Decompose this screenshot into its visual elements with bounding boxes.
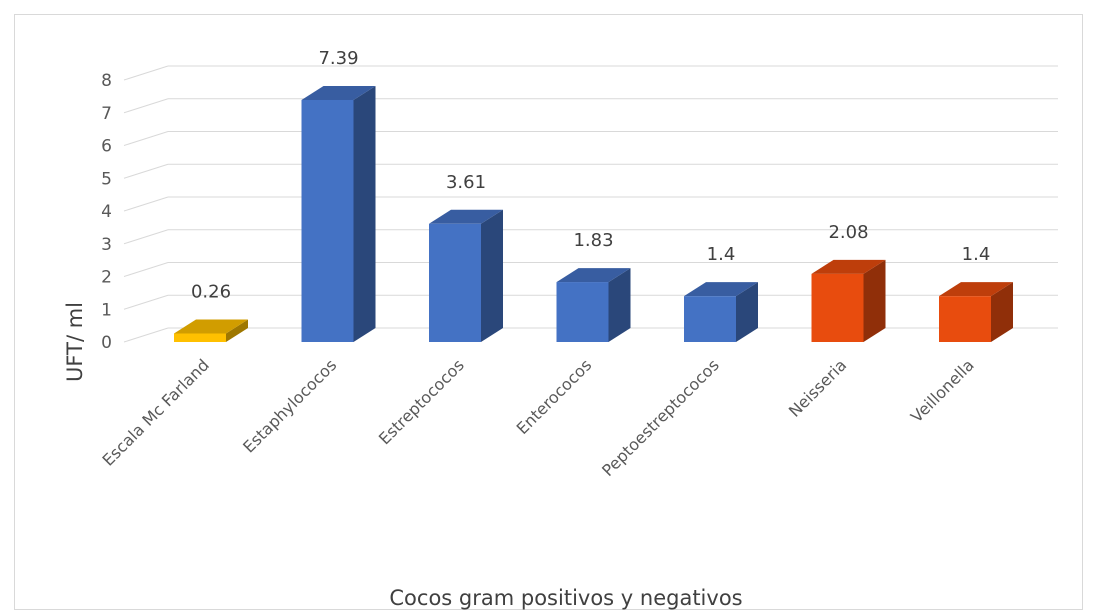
y-tick-label: 6 xyxy=(101,137,112,157)
gridline-diagonal xyxy=(123,229,169,245)
y-tick-label: 5 xyxy=(101,169,112,189)
bar xyxy=(556,268,631,342)
x-axis-categories: Escala Mc Farland Estaphylococos Estreptoc… xyxy=(98,355,977,480)
bar xyxy=(811,259,886,342)
gridline-diagonal xyxy=(123,196,169,212)
x-category-label: Peptoestreptococos xyxy=(598,355,723,480)
y-tick-label: 0 xyxy=(101,333,112,353)
x-axis-title: Cocos gram positivos y negativos xyxy=(389,586,742,610)
bar-front xyxy=(684,296,736,342)
y-tick-label: 4 xyxy=(101,202,112,222)
gridline-diagonal xyxy=(123,163,169,179)
data-label: 1.4 xyxy=(707,244,736,265)
bar-side xyxy=(353,85,376,342)
bar xyxy=(429,209,503,342)
y-tick-label: 7 xyxy=(101,104,112,124)
x-category-label: Enterococos xyxy=(513,355,596,438)
data-label: 0.26 xyxy=(191,281,231,302)
chart-area xyxy=(14,14,1083,610)
bar-top xyxy=(556,268,631,283)
bar-front xyxy=(174,333,226,342)
gridline-diagonal xyxy=(123,131,169,146)
x-category-label: Veillonella xyxy=(907,355,978,426)
data-labels: 0.26 7.39 3.61 1.83 1.4 2.08 1.4 xyxy=(191,48,990,303)
bar-top xyxy=(684,282,758,297)
bar-front xyxy=(939,296,991,342)
y-tick-label: 8 xyxy=(101,71,112,91)
bar-front xyxy=(811,273,864,342)
bar-top xyxy=(939,282,1013,297)
y-tick-label: 2 xyxy=(101,268,112,288)
data-label: 1.4 xyxy=(962,244,991,265)
x-category-label: Estreptococos xyxy=(375,355,468,448)
x-category-label: Neisseria xyxy=(785,355,850,420)
bar-front xyxy=(301,99,354,342)
bar-top xyxy=(174,319,248,334)
data-label: 7.39 xyxy=(318,48,358,69)
y-tick-label: 3 xyxy=(101,235,112,255)
y-tick-label: 1 xyxy=(101,300,112,320)
bar-front xyxy=(556,282,609,342)
bar-side xyxy=(991,282,1013,342)
data-label: 3.61 xyxy=(446,172,486,193)
x-category-label: Estaphylococos xyxy=(239,355,340,456)
bar-top xyxy=(301,85,376,100)
gridline-diagonal xyxy=(123,327,169,343)
gridline-diagonal xyxy=(123,262,169,277)
bar xyxy=(301,85,376,342)
bar-top xyxy=(811,259,886,274)
bar-side xyxy=(736,282,758,342)
bar xyxy=(684,282,758,342)
data-label: 2.08 xyxy=(828,222,868,243)
bar xyxy=(174,319,248,342)
bars xyxy=(174,85,1013,342)
bar xyxy=(939,282,1013,342)
bar-side xyxy=(226,319,248,342)
bar-top xyxy=(429,209,503,224)
x-category-label: Escala Mc Farland xyxy=(98,355,212,469)
gridline-diagonal xyxy=(123,294,169,310)
y-axis-title: UFT/ ml xyxy=(63,302,87,382)
bar-side xyxy=(863,259,886,342)
gridline-diagonal xyxy=(123,65,169,81)
y-axis-ticks: 0 1 2 3 4 5 6 7 8 xyxy=(101,71,112,353)
bar-side xyxy=(481,209,503,342)
bar-side xyxy=(608,268,631,342)
bar-front xyxy=(429,223,481,342)
gridline-diagonal xyxy=(123,98,169,114)
data-label: 1.83 xyxy=(573,230,613,251)
